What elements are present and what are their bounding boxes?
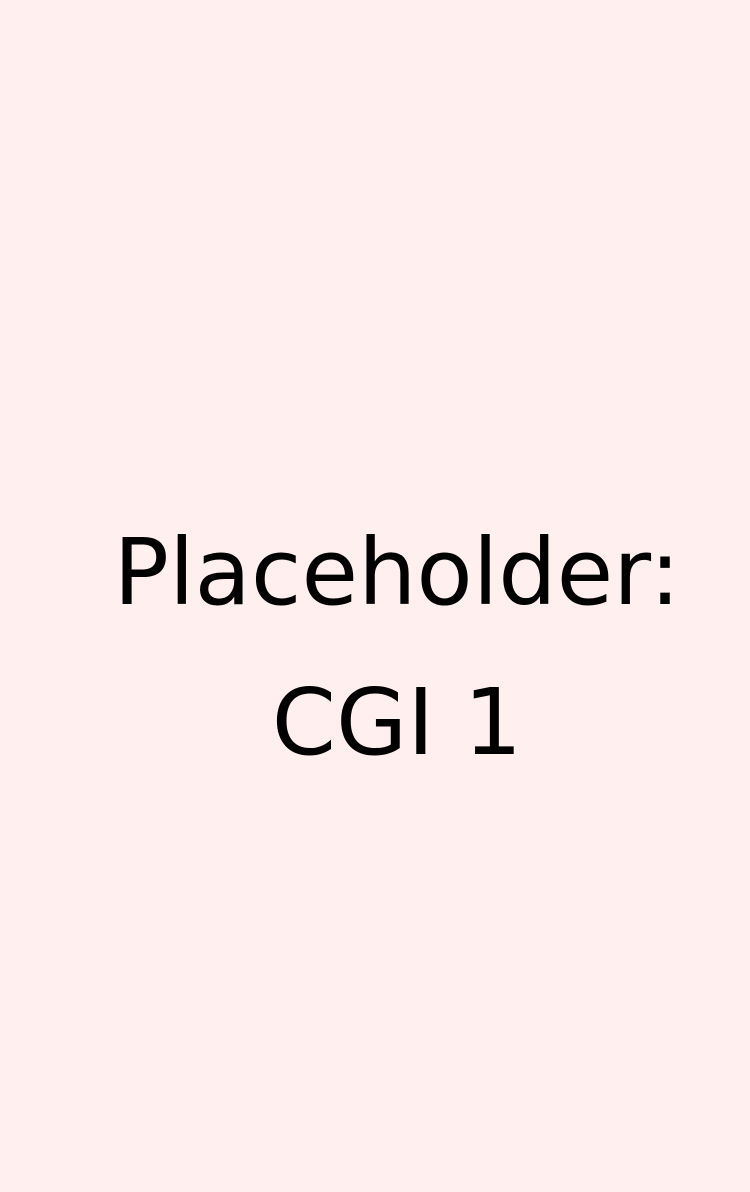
placeholder-text: Placeholder: CGI 1 xyxy=(0,498,750,798)
placeholder-id: CGI 1 xyxy=(271,669,523,776)
placeholder-label: Placeholder: xyxy=(113,519,681,626)
